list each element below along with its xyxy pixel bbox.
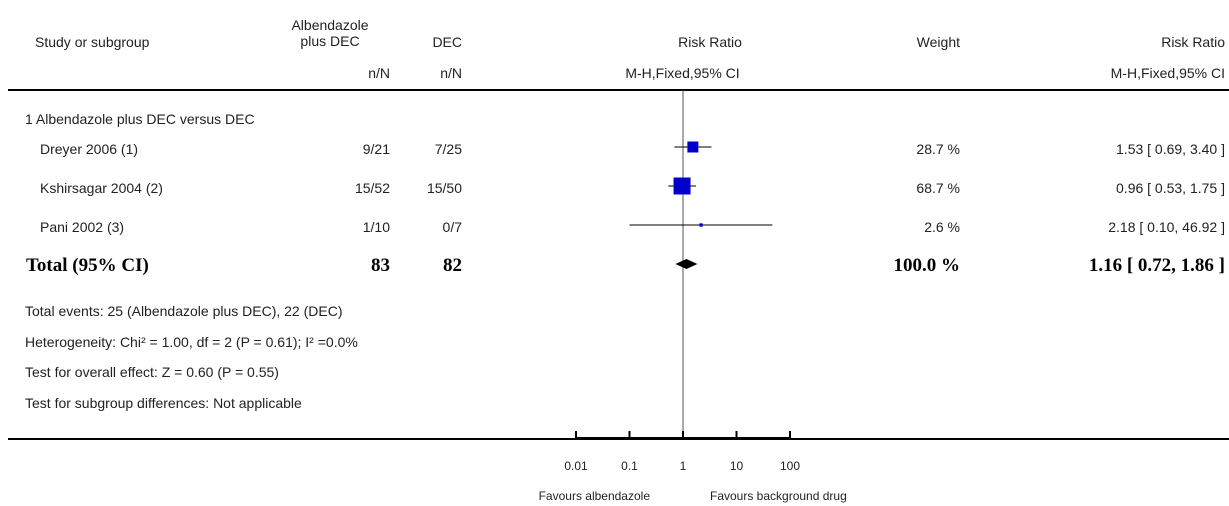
favours-left-label: Favours albendazole [538, 489, 650, 503]
header-arm1-line2: plus DEC [300, 33, 360, 49]
study-arm2: 15/50 [426, 180, 462, 196]
header-arm2: DEC [432, 34, 462, 50]
study-point-estimate [699, 223, 703, 227]
header-method: M-H,Fixed,95% CI [625, 65, 740, 81]
footnote-events: Total events: 25 (Albendazole plus DEC),… [25, 303, 343, 319]
header-arm1-line1: Albendazole [291, 17, 369, 33]
x-axis-tick-label: 10 [730, 459, 744, 473]
study-weight: 2.6 % [924, 219, 960, 235]
header-nn-arm1: n/N [368, 65, 390, 81]
study-arm1: 15/52 [354, 180, 390, 196]
header-risk-ratio: Risk Ratio [678, 34, 742, 50]
study-ci: 0.96 [ 0.53, 1.75 ] [1116, 180, 1225, 196]
total-label: Total (95% CI) [26, 255, 149, 276]
header-nn-arm2: n/N [440, 65, 462, 81]
study-arm2: 0/7 [442, 219, 462, 235]
study-name: Pani 2002 (3) [40, 219, 125, 235]
header-method-2: M-H,Fixed,95% CI [1110, 65, 1225, 81]
x-axis-tick-label: 0.01 [564, 459, 588, 473]
study-point-estimate [673, 177, 691, 195]
study-arm2: 7/25 [434, 141, 462, 157]
header-study: Study or subgroup [35, 34, 150, 50]
study-arm1: 1/10 [362, 219, 390, 235]
study-name: Kshirsagar 2004 (2) [40, 180, 163, 196]
total-ci: 1.16 [ 0.72, 1.86 ] [1088, 255, 1225, 276]
study-name: Dreyer 2006 (1) [40, 141, 139, 157]
x-axis-tick-label: 100 [780, 459, 800, 473]
study-weight: 28.7 % [916, 141, 960, 157]
footnote-subgroup-differences: Test for subgroup differences: Not appli… [25, 395, 302, 411]
study-ci: 2.18 [ 0.10, 46.92 ] [1108, 219, 1225, 235]
x-axis-tick-label: 1 [680, 459, 687, 473]
study-weight: 68.7 % [916, 180, 960, 196]
total-weight: 100.0 % [893, 255, 961, 276]
favours-right-label: Favours background drug [710, 489, 847, 503]
pooled-diamond [675, 259, 698, 269]
header-risk-ratio-2: Risk Ratio [1161, 34, 1225, 50]
study-ci: 1.53 [ 0.69, 3.40 ] [1116, 141, 1225, 157]
footnote-overall-effect: Test for overall effect: Z = 0.60 (P = 0… [25, 364, 279, 380]
subgroup-title: 1 Albendazole plus DEC versus DEC [25, 111, 255, 127]
footnote-heterogeneity: Heterogeneity: Chi² = 1.00, df = 2 (P = … [25, 334, 358, 350]
total-arm1: 83 [371, 255, 390, 276]
total-arm2: 82 [443, 255, 462, 276]
study-point-estimate [687, 141, 699, 153]
header-divider [8, 89, 1229, 91]
study-arm1: 9/21 [362, 141, 390, 157]
header-weight: Weight [916, 34, 960, 50]
x-axis-tick-label: 0.1 [621, 459, 638, 473]
